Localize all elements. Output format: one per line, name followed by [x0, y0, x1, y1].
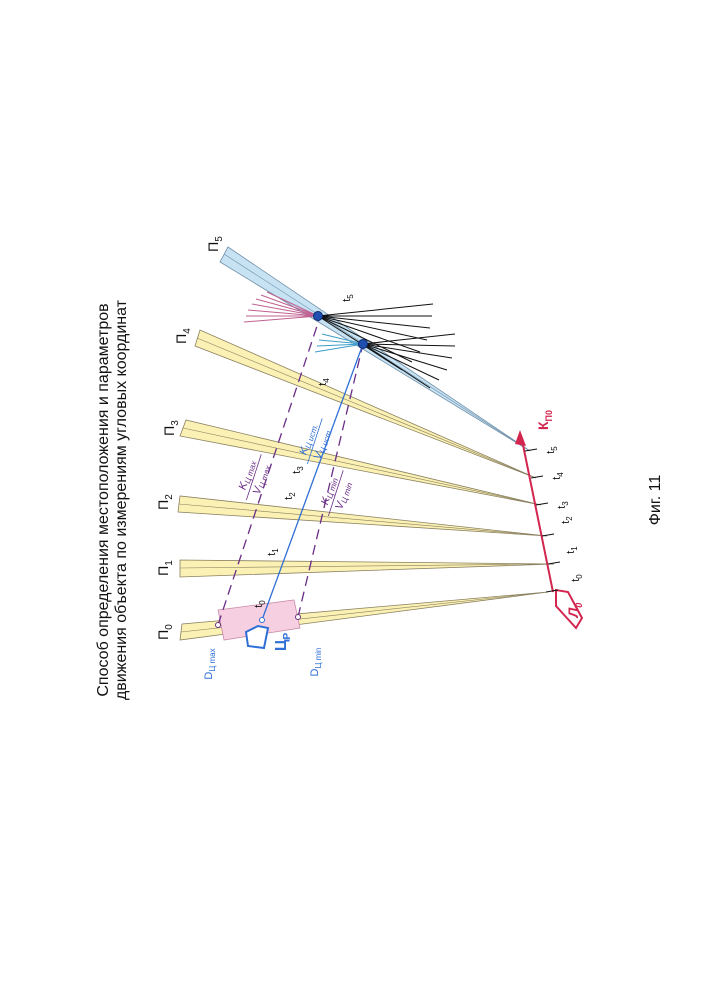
bearing-label-p0: П0 [155, 624, 175, 640]
tgt-t0: t0 [253, 600, 267, 608]
title-group: Способ определения местоположения и пара… [95, 299, 130, 700]
intersection-point-lower [359, 340, 368, 349]
dmin-point [296, 615, 301, 620]
bearing-wedge-p5 [220, 247, 530, 451]
dmin-label: DЦ min [309, 648, 323, 677]
figure-caption: Фиг. 11 [647, 475, 664, 526]
observer-time-labels: t0 t1 t2 t3 t4 t5 [545, 446, 584, 582]
observer-course-label: КП0 [535, 410, 554, 430]
bearing-wedge-p3 [180, 420, 541, 505]
bearing-wedge-p4 [195, 330, 536, 478]
target-ship-label: ЦР [273, 632, 293, 651]
obs-t3: t3 [556, 501, 570, 509]
bearing-label-p2: П2 [155, 494, 175, 510]
obs-t1: t1 [565, 546, 579, 554]
obs-t2: t2 [560, 516, 574, 524]
bearing-axis-p2 [179, 504, 547, 536]
dmax-label: DЦ max [203, 648, 217, 679]
obs-t0: t0 [570, 574, 584, 582]
title-line-1: Способ определения местоположения и пара… [95, 303, 112, 696]
intersection-point-upper [314, 312, 323, 321]
observer-course-line [522, 440, 553, 592]
bearing-label-p3: П3 [161, 420, 181, 436]
obs-t4: t4 [551, 472, 565, 480]
bearing-label-p4: П4 [173, 328, 193, 344]
bearing-axis-p5 [224, 254, 530, 451]
bearing-axis-p4 [197, 338, 536, 478]
bearing-wedge-p2 [178, 496, 547, 536]
obs-t5: t5 [545, 446, 559, 454]
observer-course-arrow [515, 430, 526, 446]
bearing-wedges [178, 247, 554, 640]
bearing-wedge-p1 [180, 560, 554, 577]
target-start-point [260, 618, 265, 623]
tgt-t3: t3 [291, 466, 305, 474]
bearing-axis-p3 [183, 428, 541, 505]
bearing-label-p1: П1 [155, 560, 175, 576]
tgt-t4: t4 [317, 378, 331, 386]
bearing-label-p5: П5 [205, 236, 225, 252]
tgt-t2: t2 [283, 492, 297, 500]
target-ship-icon [246, 626, 268, 648]
tgt-t5: t5 [341, 294, 355, 302]
tgt-t1: t1 [266, 548, 280, 556]
title-line-2: движения объекта по измерениям угловых к… [113, 299, 130, 700]
dmax-point [216, 623, 221, 628]
kmax-vmax-label: KЦ max VЦ max [234, 450, 275, 504]
